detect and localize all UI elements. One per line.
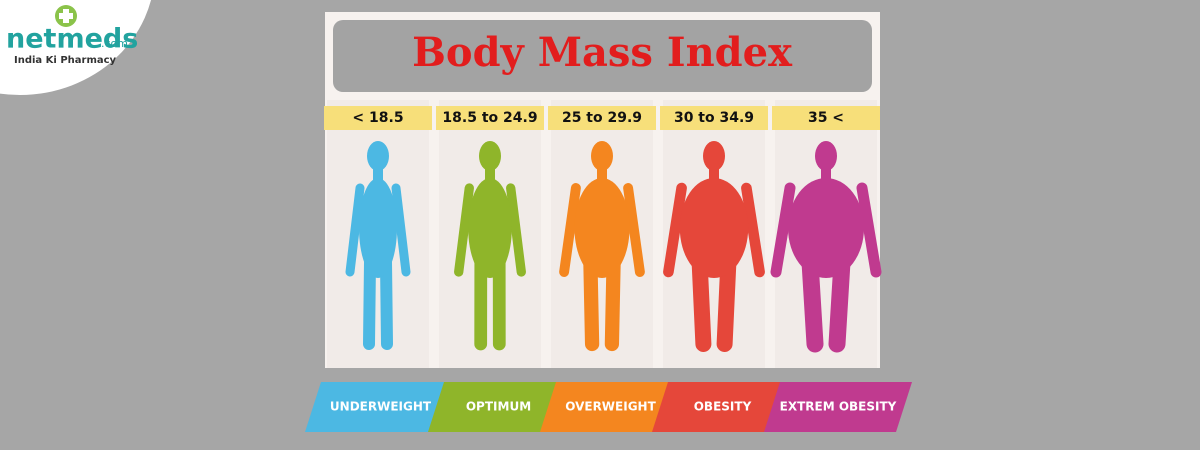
- category-label: OPTIMUM: [466, 400, 531, 414]
- figure-neck: [485, 165, 495, 181]
- range-badge: [324, 106, 432, 130]
- category-banner: [305, 382, 456, 432]
- figure-head: [367, 141, 389, 171]
- figure-neck: [709, 165, 719, 181]
- figure-arm: [856, 182, 882, 278]
- figure-head: [591, 141, 613, 171]
- figure-arm: [454, 183, 474, 277]
- figure-leg: [691, 254, 712, 352]
- title: Body Mass Index: [412, 29, 793, 76]
- figure-head: [703, 141, 725, 171]
- range-badge: [436, 106, 544, 130]
- figure-leg: [604, 254, 621, 352]
- logo-tagline: India Ki Pharmacy: [14, 55, 117, 66]
- figure-leg: [716, 254, 737, 352]
- range-badge: [772, 106, 880, 130]
- figure-torso: [359, 178, 397, 278]
- figure-arm: [663, 182, 687, 278]
- category-label: EXTREM OBESITY: [780, 400, 897, 414]
- category-banner: [540, 382, 681, 432]
- figure-leg: [583, 254, 600, 352]
- range-label: 35 <: [808, 110, 844, 126]
- figure-leg: [380, 256, 393, 350]
- figure-torso: [574, 178, 630, 278]
- figure-arm: [741, 182, 765, 278]
- figure-neck: [373, 165, 383, 181]
- figure-arm: [623, 183, 645, 277]
- figure-head: [815, 141, 837, 171]
- figure-head: [479, 141, 501, 171]
- logo-icon: [55, 5, 77, 27]
- range-label: < 18.5: [352, 110, 403, 126]
- range-label: 30 to 34.9: [674, 110, 754, 126]
- category-label: UNDERWEIGHT: [330, 400, 432, 414]
- figure-neck: [821, 165, 831, 181]
- figure-torso: [468, 178, 512, 278]
- title-box: [333, 20, 872, 92]
- figure-leg: [828, 253, 851, 353]
- logo-name: netmeds: [6, 24, 138, 55]
- figure-leg: [801, 253, 824, 353]
- figure-torso: [788, 178, 864, 278]
- figure-arm: [391, 183, 411, 277]
- logo-backdrop: [0, 0, 152, 95]
- category-banner: [428, 382, 569, 432]
- figure-arm: [559, 183, 581, 277]
- figure-arm: [770, 182, 796, 278]
- range-label: 18.5 to 24.9: [442, 110, 537, 126]
- figure-arm: [506, 183, 526, 277]
- range-label: 25 to 29.9: [562, 110, 642, 126]
- logo-suffix: .com: [101, 37, 128, 50]
- range-badge: [660, 106, 768, 130]
- category-banner: [652, 382, 793, 432]
- figure-leg: [363, 256, 376, 350]
- category-label: OVERWEIGHT: [565, 400, 656, 414]
- category-banner: [764, 382, 912, 432]
- category-label: OBESITY: [694, 400, 752, 414]
- range-badge: [548, 106, 656, 130]
- figure-torso: [679, 178, 749, 278]
- figure-arm: [345, 183, 365, 277]
- figure-neck: [597, 165, 607, 181]
